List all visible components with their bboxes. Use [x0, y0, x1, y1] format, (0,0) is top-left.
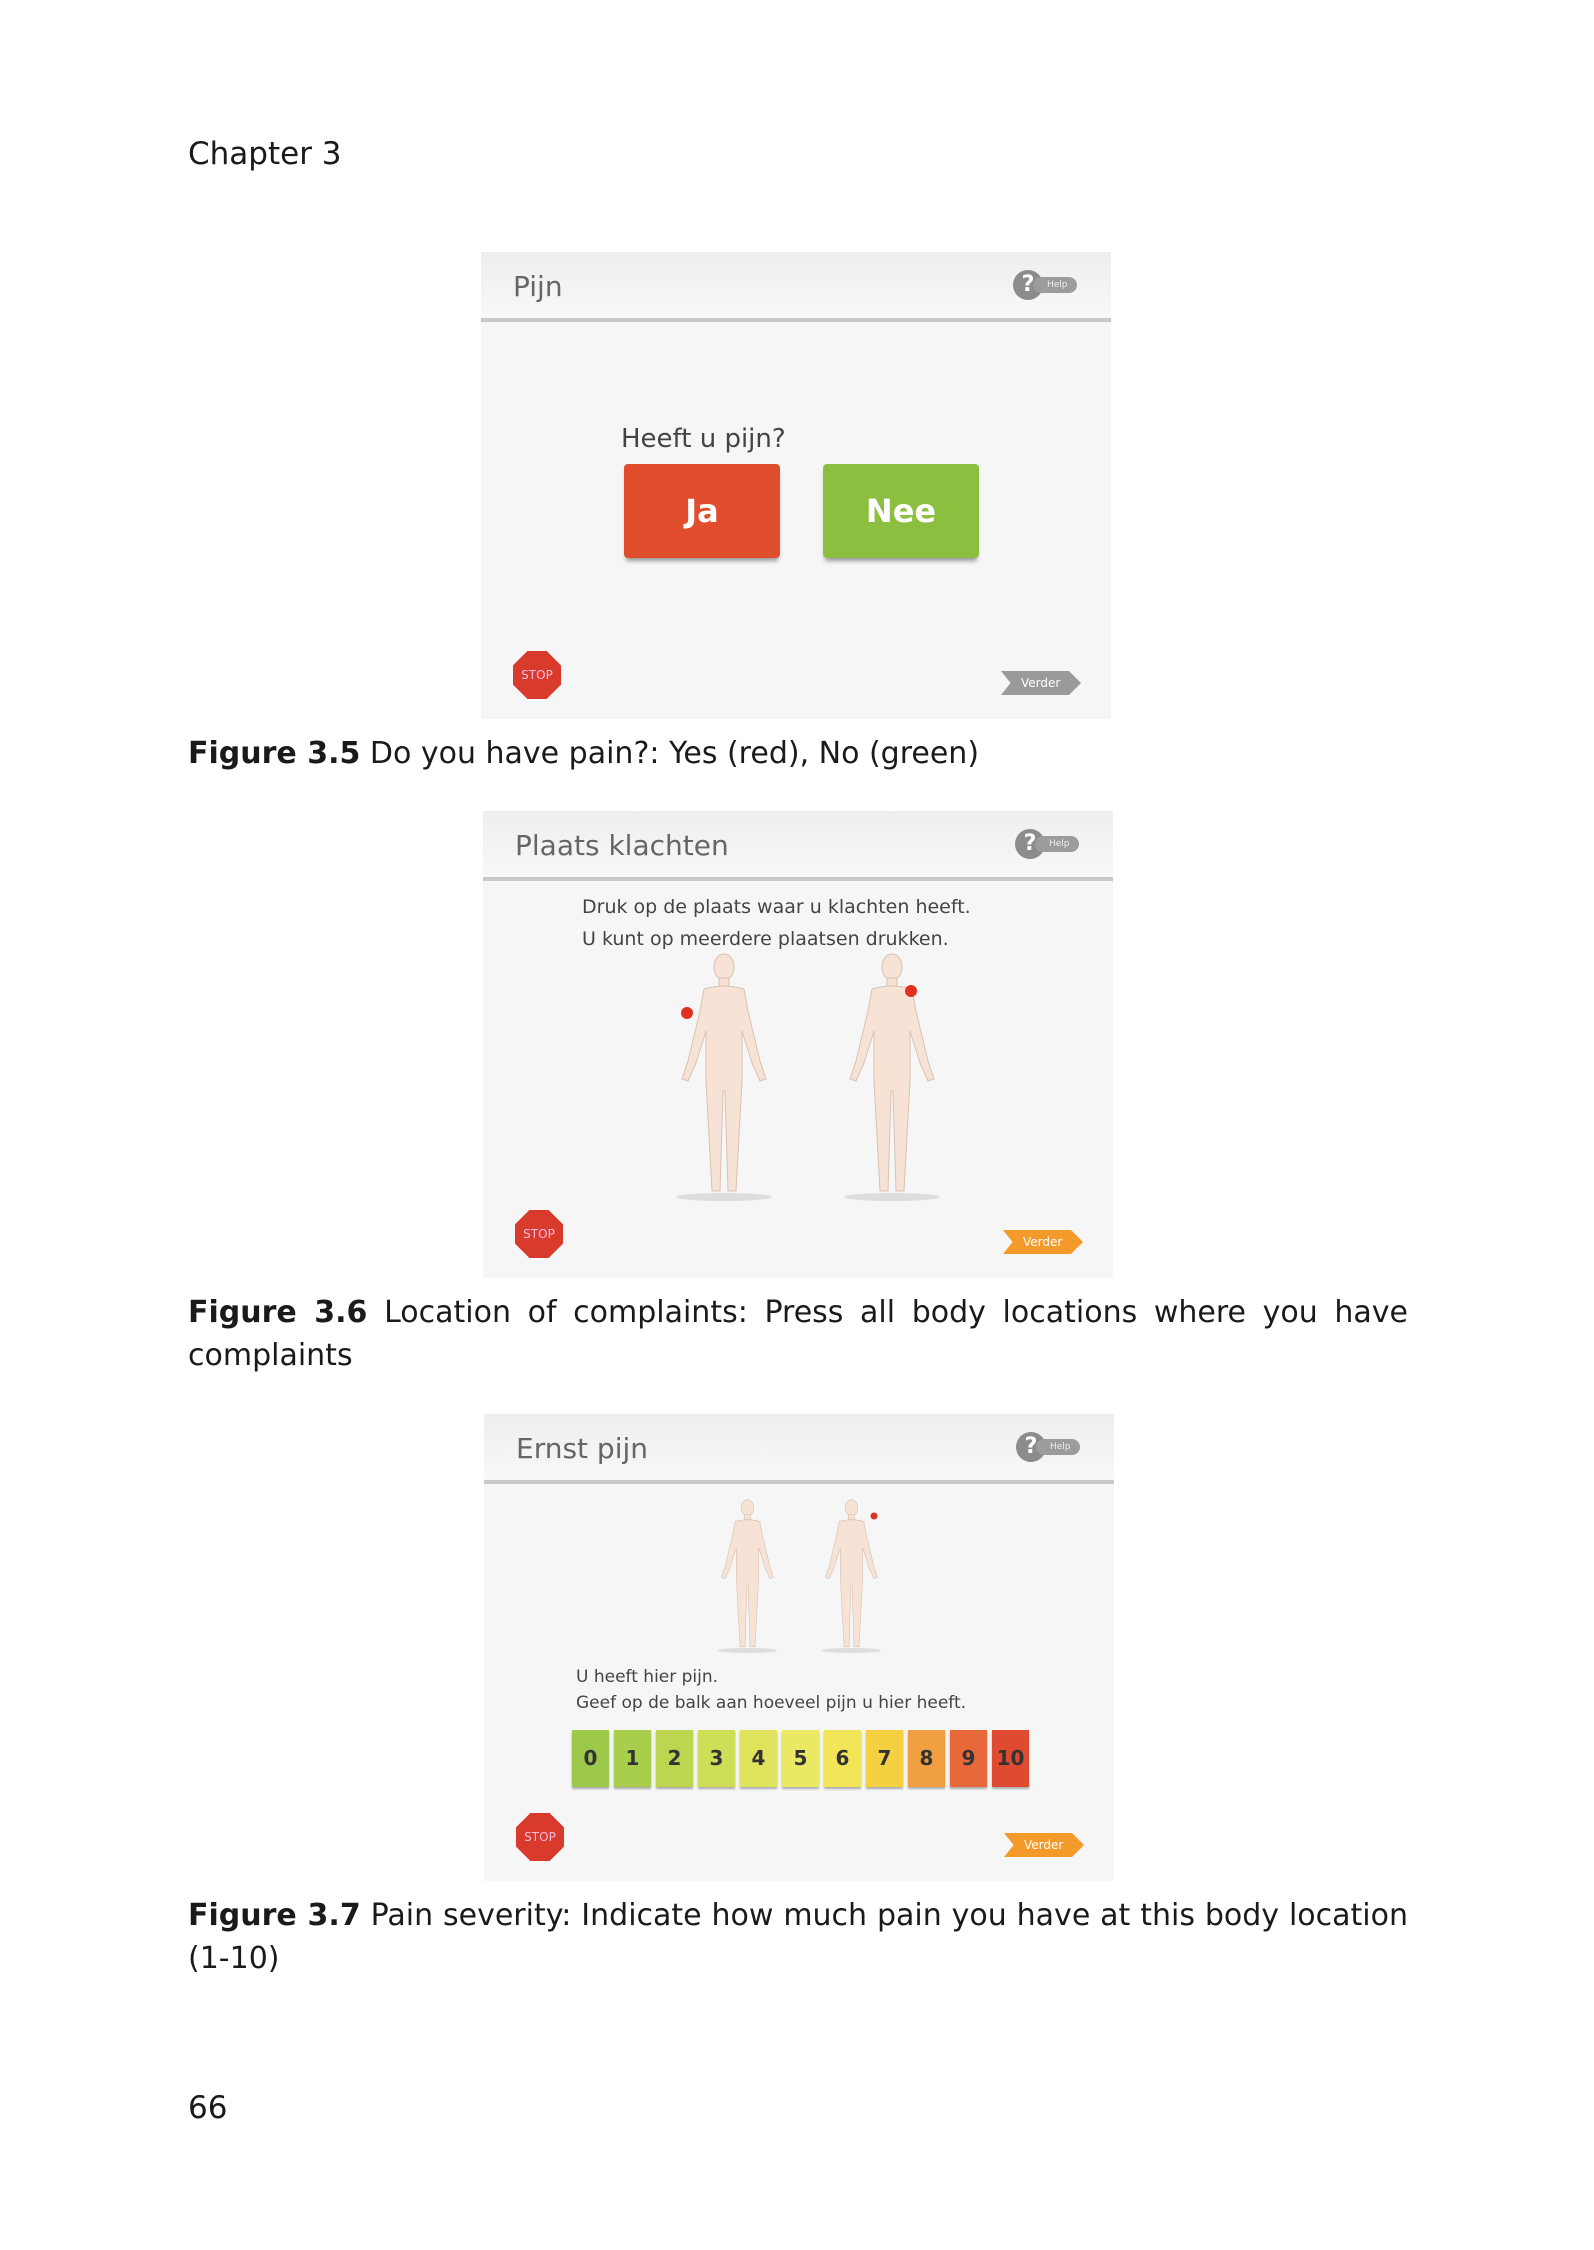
help-label: Help — [1033, 277, 1077, 293]
next-button[interactable]: Verder — [1001, 671, 1081, 695]
next-button[interactable]: Verder — [1004, 1833, 1084, 1857]
caption-label: Figure 3.5 — [188, 736, 361, 771]
screen-header: Pijn ? Help — [481, 252, 1111, 322]
stop-button[interactable]: STOP — [516, 1813, 564, 1861]
help-button[interactable]: ? Help — [1013, 270, 1077, 300]
body-front[interactable] — [664, 951, 784, 1201]
figure-caption: Figure 3.5 Do you have pain?: Yes (red),… — [188, 732, 1408, 775]
screenshot-complaint-location: Plaats klachten ? Help Druk op de plaats … — [483, 811, 1113, 1278]
figure-caption: Figure 3.6 Location of complaints: Press… — [188, 1291, 1408, 1377]
instructions: U heeft hier pijn. Geef op de balk aan h… — [576, 1664, 966, 1716]
pain-scale-option-0[interactable]: 0 — [572, 1730, 609, 1787]
pain-scale-option-5[interactable]: 5 — [782, 1730, 819, 1787]
caption-text: Pain severity: Indicate how much pain yo… — [188, 1898, 1408, 1976]
pain-scale: 0 1 2 3 4 5 6 7 8 9 10 — [572, 1730, 1029, 1787]
pain-marker[interactable] — [681, 1007, 693, 1019]
instruction-line: Geef op de balk aan hoeveel pijn u hier … — [576, 1693, 967, 1713]
page-number: 66 — [188, 2090, 228, 2126]
instruction-line: U kunt op meerdere plaatsen drukken. — [582, 928, 949, 950]
stop-button[interactable]: STOP — [515, 1210, 563, 1258]
pain-scale-option-6[interactable]: 6 — [824, 1730, 861, 1787]
pain-scale-option-10[interactable]: 10 — [992, 1730, 1029, 1787]
screen-title: Pijn — [513, 270, 563, 303]
screen-title: Ernst pijn — [516, 1432, 649, 1465]
instructions: Druk op de plaats waar u klachten heeft.… — [582, 891, 971, 955]
pain-scale-option-8[interactable]: 8 — [908, 1730, 945, 1787]
instruction-line: Druk op de plaats waar u klachten heeft. — [582, 896, 971, 918]
help-label: Help — [1035, 836, 1079, 852]
next-button[interactable]: Verder — [1003, 1230, 1083, 1254]
help-label: Help — [1036, 1439, 1080, 1455]
pain-scale-option-7[interactable]: 7 — [866, 1730, 903, 1787]
pain-marker — [870, 1512, 878, 1520]
no-button[interactable]: Nee — [823, 464, 979, 558]
pain-scale-option-1[interactable]: 1 — [614, 1730, 651, 1787]
screenshot-pain-question: Pijn ? Help Heeft u pijn? Ja Nee STOP Ver… — [481, 252, 1111, 719]
caption-text: Location of complaints: Press all body l… — [188, 1295, 1408, 1373]
help-button[interactable]: ? Help — [1016, 1432, 1080, 1462]
instruction-line: U heeft hier pijn. — [576, 1667, 719, 1687]
stop-button[interactable]: STOP — [513, 651, 561, 699]
pain-marker[interactable] — [905, 985, 917, 997]
pain-scale-option-4[interactable]: 4 — [740, 1730, 777, 1787]
help-button[interactable]: ? Help — [1015, 829, 1079, 859]
screen-header: Ernst pijn ? Help — [484, 1414, 1114, 1484]
caption-text: Do you have pain?: Yes (red), No (green) — [360, 736, 980, 771]
question-text: Heeft u pijn? — [621, 424, 786, 454]
running-header: Chapter 3 — [188, 136, 342, 172]
screenshot-pain-severity: Ernst pijn ? Help U heeft hier pijn. Geef… — [484, 1414, 1114, 1881]
caption-label: Figure 3.6 — [188, 1295, 368, 1330]
pain-scale-option-9[interactable]: 9 — [950, 1730, 987, 1787]
screen-title: Plaats klachten — [515, 829, 729, 862]
caption-label: Figure 3.7 — [188, 1898, 361, 1933]
body-back[interactable] — [832, 951, 952, 1201]
pain-scale-option-2[interactable]: 2 — [656, 1730, 693, 1787]
body-front — [710, 1498, 785, 1653]
figure-caption: Figure 3.7 Pain severity: Indicate how m… — [188, 1894, 1408, 1980]
pain-scale-option-3[interactable]: 3 — [698, 1730, 735, 1787]
body-back — [814, 1498, 889, 1653]
question-icon: ? — [1015, 829, 1045, 859]
yes-button[interactable]: Ja — [624, 464, 780, 558]
screen-header: Plaats klachten ? Help — [483, 811, 1113, 881]
